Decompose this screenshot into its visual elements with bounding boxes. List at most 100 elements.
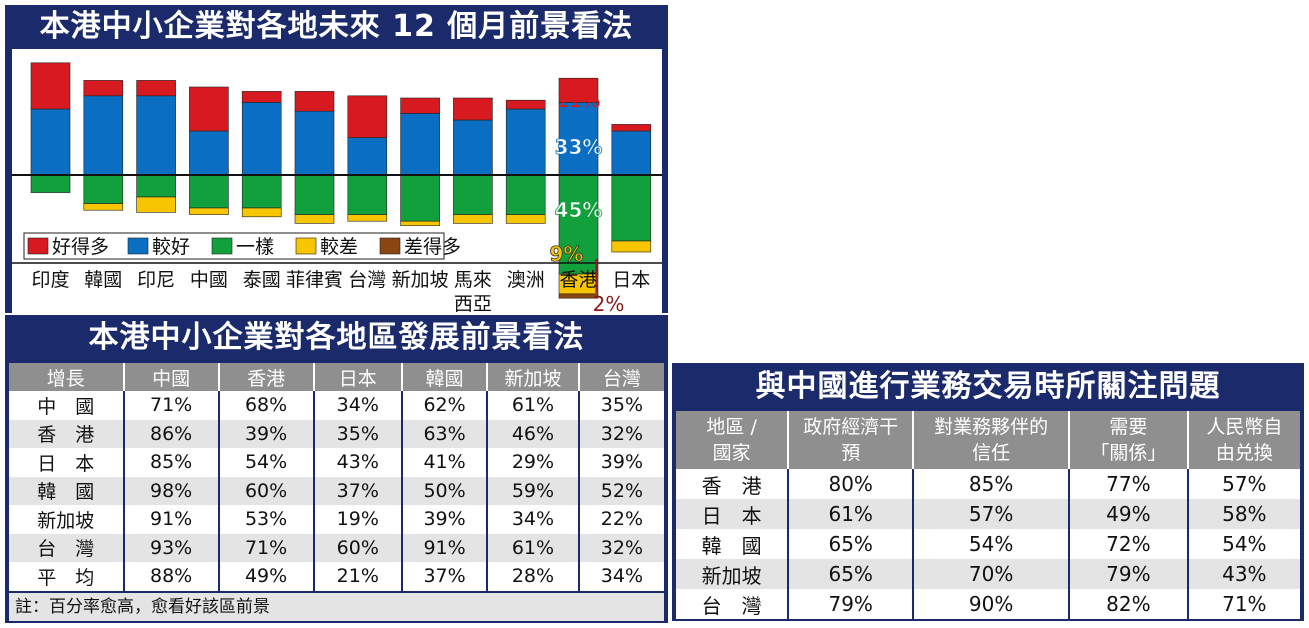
table-row: 台 灣 79% 90% 82% 71%: [676, 589, 1300, 619]
table1-cell: 91%: [123, 505, 220, 534]
legend-label: 較好: [152, 236, 190, 258]
table1-cell: 43%: [313, 448, 403, 477]
table1-header: 中國: [123, 363, 220, 391]
bar-台灣-較差: [347, 214, 388, 222]
table2-cell: 70%: [913, 559, 1071, 589]
table-row: 新加坡 65% 70% 79% 43%: [676, 559, 1300, 589]
bar-泰國-較好: [241, 102, 282, 176]
table2-cell: 台 灣: [676, 589, 790, 619]
legend-swatch-較好: [127, 237, 149, 255]
table-row: 日 本 85% 54% 43% 41% 29% 39%: [9, 448, 664, 477]
table1-cell: 39%: [218, 419, 315, 448]
bar-印尼-一樣: [136, 174, 176, 198]
chart-panel: 本港中小企業對各地未來 12 個月前景看法 印度 韓國 印尼 中國 泰國 菲律賓 台灣 新加坡…: [5, 5, 668, 317]
table2-header-line: 對業務夥伴的: [934, 416, 1049, 438]
category-label: 印尼: [137, 269, 175, 291]
table2-cell: 54%: [1187, 529, 1300, 559]
table1-cell: 85%: [123, 448, 220, 477]
table1-cell: 29%: [487, 448, 580, 477]
category-label: 泰國: [243, 269, 281, 291]
bar-香港-較好: [558, 102, 599, 176]
table2-header-line: 信任: [972, 442, 1011, 464]
bar-香港-好得多: [558, 77, 599, 103]
table1-cell: 37%: [313, 476, 403, 505]
table2-cell: 61%: [788, 499, 915, 529]
table1-cell: 新加坡: [9, 505, 125, 534]
table2-cell: 71%: [1187, 589, 1300, 619]
table1-note: 註：百分率愈高，愈看好該區前景: [9, 593, 664, 621]
table2-cell: 90%: [913, 589, 1071, 619]
table1-cell: 35%: [313, 419, 403, 448]
table2-header-line: 人民幣自: [1206, 416, 1283, 438]
bar-菲律賓-好得多: [294, 91, 335, 112]
table2-cell: 85%: [913, 469, 1071, 499]
bar-菲律賓-較好: [294, 110, 335, 176]
table1-cell: 54%: [218, 448, 315, 477]
category-label: 新加坡: [392, 269, 449, 291]
hk-label-better: 33%: [555, 135, 603, 159]
category-label: 日本: [612, 269, 650, 291]
table1-header: 香港: [218, 363, 315, 391]
bar-泰國-好得多: [241, 91, 282, 103]
table1-header: 韓國: [401, 363, 489, 391]
legend-swatch-一樣: [211, 237, 233, 255]
bar-印尼-較差: [136, 196, 176, 213]
bar-日本-好得多: [611, 124, 652, 132]
table2-header-line: 國家: [712, 442, 751, 464]
table1-cell: 香 港: [9, 419, 125, 448]
table2-cell: 43%: [1187, 559, 1300, 589]
bar-菲律賓-一樣: [294, 174, 335, 215]
category-label: 澳洲: [507, 269, 545, 291]
bar-菲律賓-較差: [294, 214, 335, 224]
table2-cell: 79%: [788, 589, 915, 619]
table1-cell: 59%: [487, 476, 580, 505]
bar-新加坡-較差: [400, 220, 440, 226]
table1-cell: 71%: [123, 391, 220, 420]
bar-澳洲-較差: [505, 214, 546, 224]
hk-label-same: 45%: [555, 198, 603, 222]
bar-馬來西亞-較差: [453, 214, 493, 224]
bar-韓國-一樣: [83, 174, 124, 204]
table2-cell: 香 港: [676, 469, 790, 499]
table1-header: 台灣: [578, 363, 664, 391]
table1-header: 新加坡: [487, 363, 580, 391]
bar-新加坡-較好: [400, 113, 440, 176]
table2-cell: 82%: [1069, 589, 1189, 619]
table2-cell: 65%: [788, 559, 915, 589]
table2-header-line: 預: [841, 442, 861, 464]
table1-cell: 39%: [578, 448, 664, 477]
table2-title: 與中國進行業務交易時所關注問題: [755, 369, 1221, 404]
table1-header: 日本: [313, 363, 403, 391]
category-label: 菲律賓: [286, 269, 343, 291]
bar-印度-好得多: [30, 62, 71, 110]
bar-新加坡-一樣: [400, 174, 440, 222]
hk-label-worse: 9%: [550, 242, 584, 266]
table1-cell: 台 灣: [9, 533, 125, 562]
table1-cell: 39%: [401, 505, 489, 534]
table2-panel: 與中國進行業務交易時所關注問題 地區 / 國家 政府經濟干預對業務夥伴的 信任 需要 「關…: [672, 363, 1304, 621]
bar-台灣-較好: [347, 137, 388, 176]
table2-header-line: 「關係」: [1090, 442, 1167, 464]
table2-cell: 72%: [1069, 529, 1189, 559]
bar-印度-較好: [30, 108, 71, 176]
legend-box: [23, 232, 445, 260]
table1-cell: 62%: [401, 391, 489, 420]
bar-馬來西亞-較好: [453, 119, 493, 176]
category-label: 中國: [190, 269, 228, 291]
legend-swatch-差得多: [379, 237, 401, 255]
table1-cell: 86%: [123, 419, 220, 448]
legend-label: 差得多: [404, 236, 461, 258]
bar-日本-一樣: [611, 174, 652, 242]
table2-cell: 57%: [1187, 469, 1300, 499]
table-row: 日 本 61% 57% 49% 58%: [676, 499, 1300, 529]
bar-香港-差得多: [558, 293, 599, 299]
category-label: 韓國: [84, 269, 122, 291]
table1-cell: 50%: [401, 476, 489, 505]
china-concerns-table: 地區 / 國家 政府經濟干預對業務夥伴的 信任 需要 「關係」 人民幣自 由兑換香 港 80% 8…: [676, 411, 1300, 619]
bar-澳洲-一樣: [505, 174, 546, 215]
table2-cell: 80%: [788, 469, 915, 499]
table2-header: 人民幣自 由兑換: [1187, 411, 1300, 469]
table2-header-line: 政府經濟干: [803, 416, 899, 438]
table2-cell: 57%: [913, 499, 1071, 529]
table1-cell: 60%: [218, 476, 315, 505]
